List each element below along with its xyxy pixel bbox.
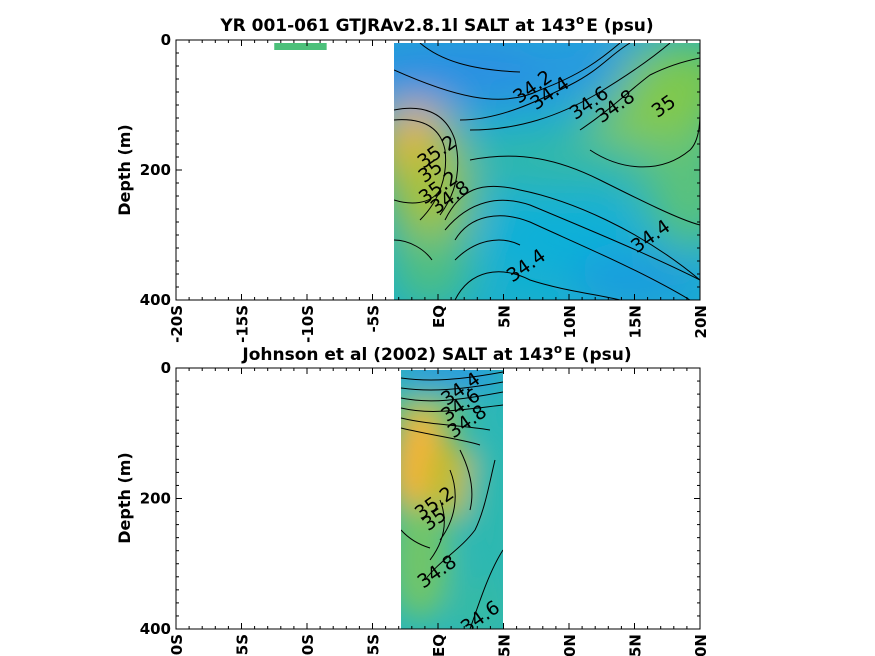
x-tick-label: 5N <box>496 305 514 328</box>
x-tick-label: 20N <box>692 634 710 656</box>
x-tick-label: -15S <box>234 634 252 656</box>
x-tick-label: EQ <box>430 634 448 656</box>
x-tick-label: 10N <box>561 634 579 656</box>
x-tick-label: -15S <box>234 305 252 343</box>
x-tick-label: EQ <box>430 305 448 328</box>
x-tick-label: 10N <box>561 305 579 338</box>
y-axis-label: Depth (m) <box>115 452 134 544</box>
x-tick-label: -5S <box>365 305 383 332</box>
x-tick-label: -20S <box>168 634 186 656</box>
x-tick-label: -10S <box>299 634 317 656</box>
axis-ticks: -20S -15S -10S -5S EQ 5N 10N 15N 20N 0 200 400 <box>140 31 710 343</box>
chart-title: Johnson et al (2002) SALT at 143o E (psu) <box>241 342 631 365</box>
y-tick-label: 200 <box>140 161 171 179</box>
x-tick-label: 5N <box>496 634 514 656</box>
chart-title: YR 001-061 GTJRAv2.8.1l SALT at 143o E (p… <box>219 13 653 36</box>
x-tick-label: 20N <box>692 305 710 338</box>
y-axis-label: Depth (m) <box>115 124 134 216</box>
y-tick-label: 0 <box>161 359 171 377</box>
y-tick-label: 200 <box>140 490 171 508</box>
y-tick-label: 400 <box>140 291 171 309</box>
surface-patch-cell <box>274 43 327 50</box>
x-tick-label: -10S <box>299 305 317 343</box>
y-tick-label: 0 <box>161 31 171 49</box>
y-tick-label: 400 <box>140 620 171 638</box>
x-tick-label: -5S <box>365 634 383 656</box>
axis-ticks: -20S -15S -10S -5S EQ 5N 10N 15N 20N 0 200 400 <box>140 359 710 656</box>
contour-lines <box>401 371 503 629</box>
surface-patch <box>274 43 327 50</box>
x-tick-label: 15N <box>627 305 645 338</box>
contour-lines <box>394 43 700 300</box>
x-tick-label: -20S <box>168 305 186 343</box>
top-panel: YR 001-061 GTJRAv2.8.1l SALT at 143o E (p… <box>115 13 710 343</box>
bottom-panel: Johnson et al (2002) SALT at 143o E (psu) <box>115 342 710 656</box>
x-tick-label: 15N <box>627 634 645 656</box>
